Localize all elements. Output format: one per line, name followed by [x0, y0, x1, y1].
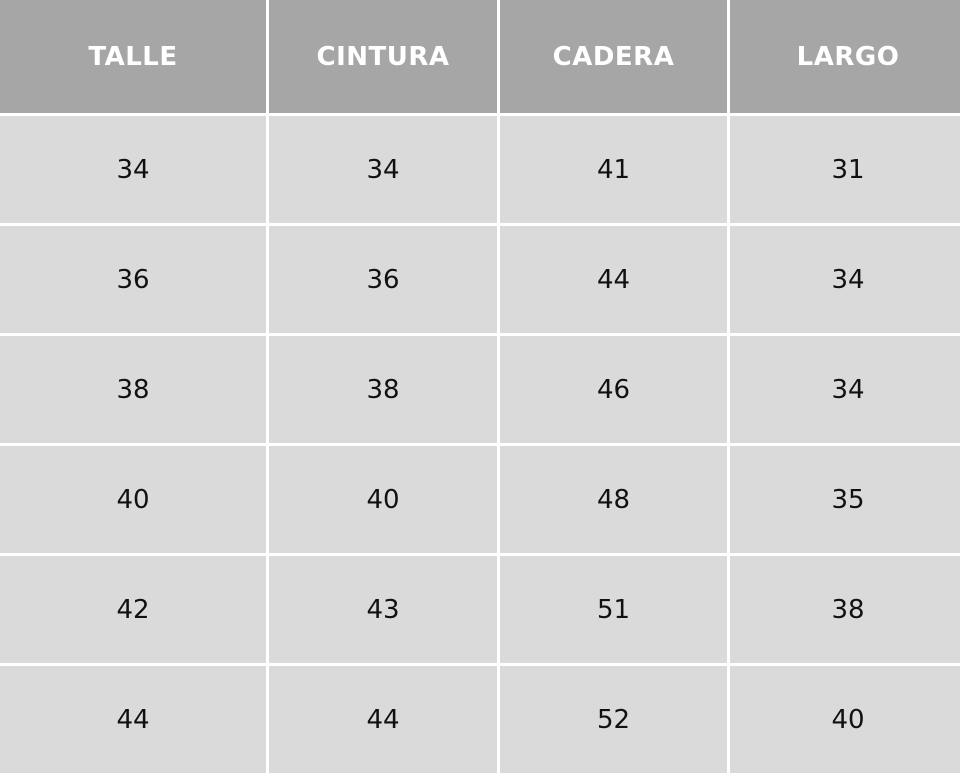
header-cintura: CINTURA [269, 0, 497, 113]
cell-cadera: 51 [500, 556, 727, 663]
table-row: 44 44 52 40 [0, 666, 960, 773]
cell-cadera: 52 [500, 666, 727, 773]
cell-cadera: 48 [500, 446, 727, 553]
table-row: 36 36 44 34 [0, 226, 960, 333]
cell-talle: 34 [0, 116, 266, 223]
cell-talle: 38 [0, 336, 266, 443]
cell-talle: 40 [0, 446, 266, 553]
header-cadera: CADERA [500, 0, 727, 113]
header-talle: TALLE [0, 0, 266, 113]
cell-largo: 34 [730, 336, 960, 443]
cell-largo: 38 [730, 556, 960, 663]
cell-cadera: 44 [500, 226, 727, 333]
cell-talle: 44 [0, 666, 266, 773]
cell-cintura: 36 [269, 226, 497, 333]
cell-cintura: 40 [269, 446, 497, 553]
table-row: 40 40 48 35 [0, 446, 960, 553]
table-row: 34 34 41 31 [0, 116, 960, 223]
cell-largo: 31 [730, 116, 960, 223]
cell-cadera: 41 [500, 116, 727, 223]
table-row: 42 43 51 38 [0, 556, 960, 663]
cell-largo: 40 [730, 666, 960, 773]
table-body: 34 34 41 31 36 36 44 34 38 38 46 34 40 40 48 35 42 43 51 38… [0, 116, 960, 773]
header-row: TALLE CINTURA CADERA LARGO [0, 0, 960, 113]
cell-talle: 42 [0, 556, 266, 663]
header-largo: LARGO [730, 0, 960, 113]
cell-talle: 36 [0, 226, 266, 333]
cell-cintura: 34 [269, 116, 497, 223]
cell-cintura: 44 [269, 666, 497, 773]
table-row: 38 38 46 34 [0, 336, 960, 443]
cell-largo: 35 [730, 446, 960, 553]
cell-largo: 34 [730, 226, 960, 333]
cell-cintura: 43 [269, 556, 497, 663]
cell-cintura: 38 [269, 336, 497, 443]
cell-cadera: 46 [500, 336, 727, 443]
